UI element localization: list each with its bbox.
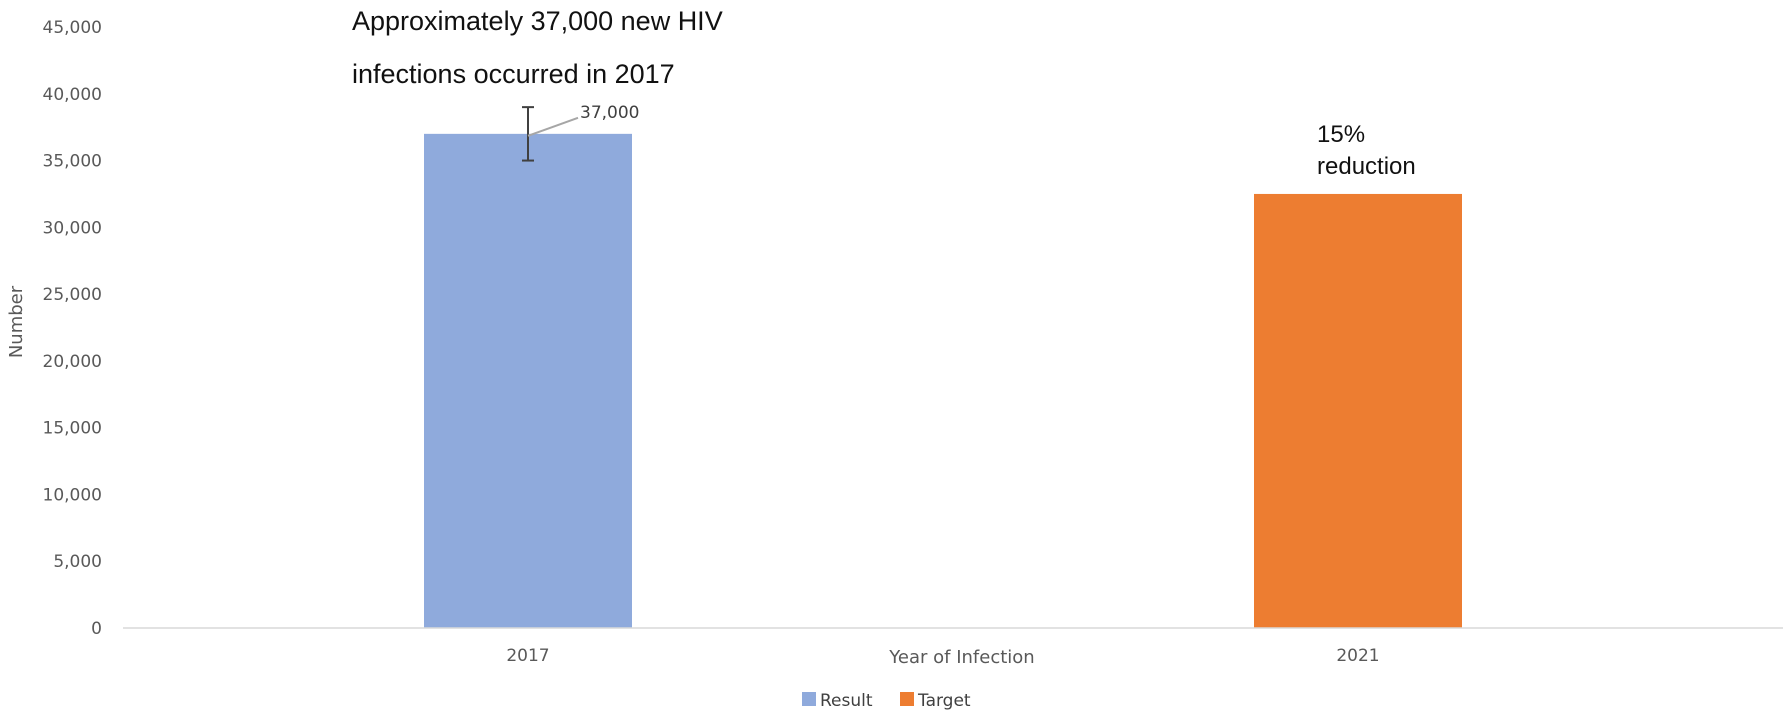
bars [424,133,1462,628]
x-axis-ticks: 2017 2021 [506,646,1379,666]
y-tick-label: 0 [91,619,102,639]
x-tick-label-2017: 2017 [506,646,549,666]
y-tick-label: 25,000 [43,285,102,305]
annotation-target-line2: reduction [1317,153,1416,180]
legend-swatch-result [802,692,816,706]
y-tick-label: 20,000 [43,352,102,372]
y-axis-ticks: 0 5,000 10,000 15,000 20,000 25,000 30,000 35,0… [43,18,102,639]
annotation-target-line1: 15% [1317,121,1365,148]
y-tick-label: 10,000 [43,485,102,505]
x-tick-label-2021: 2021 [1336,646,1379,666]
legend-swatch-target [900,692,914,706]
y-tick-label: 5,000 [53,552,102,572]
legend: Result Target [802,691,971,711]
legend-label-result: Result [820,691,873,711]
y-tick-label: 30,000 [43,218,102,238]
x-axis-title: Year of Infection [888,647,1034,668]
annotation-top-line1: Approximately 37,000 new HIV [352,6,723,36]
bar-result-2017 [424,133,632,628]
y-tick-label: 15,000 [43,419,102,439]
legend-label-target: Target [917,691,971,711]
y-tick-label: 35,000 [43,152,102,172]
data-label-2017: 37,000 [580,103,639,123]
data-label-leader-line [527,116,579,137]
bar-target-2021 [1254,193,1462,628]
y-axis-title: Number [6,285,27,358]
y-tick-label: 45,000 [43,18,102,38]
error-bar-2017 [522,106,534,162]
y-tick-label: 40,000 [43,85,102,105]
annotation-top-line2: infections occurred in 2017 [352,59,675,89]
